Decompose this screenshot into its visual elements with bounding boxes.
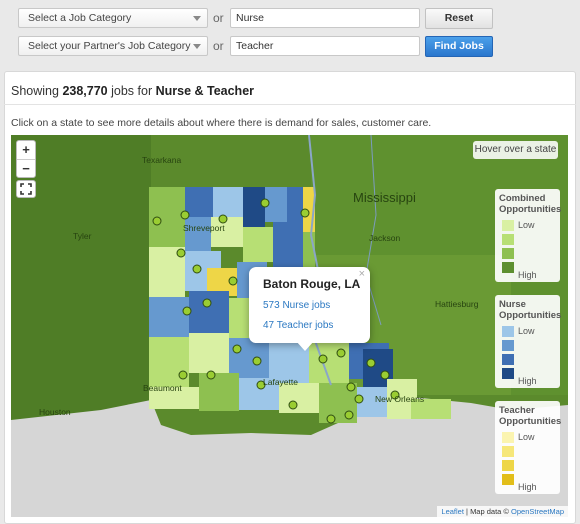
zoom-out-button[interactable]: − [22,161,30,176]
popup-title: Baton Rouge, LA [263,277,361,291]
map-label-mississippi: Mississippi [353,190,416,205]
close-icon[interactable]: × [358,268,365,280]
or-label: or [213,39,224,53]
partner-keyword-input[interactable]: Teacher [230,36,420,56]
legend-nurse: Nurse Opportunities Low High [495,295,562,388]
divider [17,159,35,160]
map-label-new-orleans: New Orleans [375,394,425,404]
legend-swatch [502,248,514,259]
or-label: or [213,11,224,25]
teacher-jobs-link[interactable]: 47 Teacher jobs [263,320,334,331]
leaflet-link[interactable]: Leaflet [441,507,464,516]
results-middle: jobs for [111,84,153,98]
map-label-houston: Houston [39,407,71,417]
map-label-texarkana: Texarkana [142,155,182,165]
divider [4,104,576,105]
results-summary: Showing 238,770 jobs for Nurse & Teacher [11,84,254,98]
legend-high-label: High [518,270,537,280]
partner-category-select-value: Select your Partner's Job Category [28,40,191,52]
louisiana-parishes[interactable] [149,187,451,423]
fullscreen-button[interactable] [16,180,36,198]
map-label-tyler: Tyler [73,231,92,241]
legend-swatch [502,340,514,351]
legend-low-label: Low [518,432,535,442]
map-label-lafayette: Lafayette [263,377,298,387]
legend-title: Nurse Opportunities [499,299,562,321]
chevron-down-icon [193,16,201,21]
legend-swatch [502,220,514,231]
results-query: Nurse & Teacher [155,84,255,98]
legend-swatch [502,368,514,379]
zoom-in-button[interactable]: + [22,142,30,157]
job-keyword-input[interactable]: Nurse [230,8,420,28]
legend-swatch [502,446,514,457]
legend-swatch [502,234,514,245]
legend-swatch [502,354,514,365]
legend-swatch [502,326,514,337]
legend-combined: Combined Opportunities Low High [495,189,562,282]
partner-category-select[interactable]: Select your Partner's Job Category [18,36,208,56]
legend-low-label: Low [518,220,535,230]
legend-swatch [502,432,514,443]
results-count: 238,770 [62,84,108,98]
job-category-select-value: Select a Job Category [28,12,132,24]
map-label-jackson: Jackson [369,233,401,243]
legend-low-label: Low [518,326,535,336]
map-label-shreveport: Shreveport [183,223,225,233]
map-instructions: Click on a state to see more details abo… [11,117,432,129]
job-category-select[interactable]: Select a Job Category [18,8,208,28]
location-popup: × Baton Rouge, LA 573 Nurse jobs 47 Teac… [249,267,370,343]
job-markers[interactable] [152,198,400,424]
legend-swatch [502,262,514,273]
hover-info-box: Hover over a state [473,141,558,159]
map-label-hattiesburg: Hattiesburg [435,299,479,309]
attribution-text: | Map data © [466,507,509,516]
chevron-down-icon [193,44,201,49]
legend-high-label: High [518,482,537,492]
nurse-jobs-link[interactable]: 573 Nurse jobs [263,300,331,311]
results-prefix: Showing [11,84,59,98]
popup-tip [296,341,314,351]
legend-title: Combined Opportunities [499,193,562,215]
map-attribution: Leaflet | Map data © OpenStreetMap [437,506,568,517]
legend-swatch [502,474,514,485]
find-jobs-button[interactable]: Find Jobs [425,36,493,57]
legend-swatch [502,460,514,471]
legend-title: Teacher Opportunities [499,405,562,427]
jobs-map[interactable]: Texarkana Tyler Shreveport Mississippi J… [11,135,568,517]
fullscreen-icon [20,183,32,195]
legend-high-label: High [518,376,537,386]
reset-button[interactable]: Reset [425,8,493,29]
zoom-control: + − [16,140,36,178]
osm-link[interactable]: OpenStreetMap [511,507,564,516]
map-label-beaumont: Beaumont [143,383,182,393]
legend-teacher: Teacher Opportunities Low High [495,401,562,494]
